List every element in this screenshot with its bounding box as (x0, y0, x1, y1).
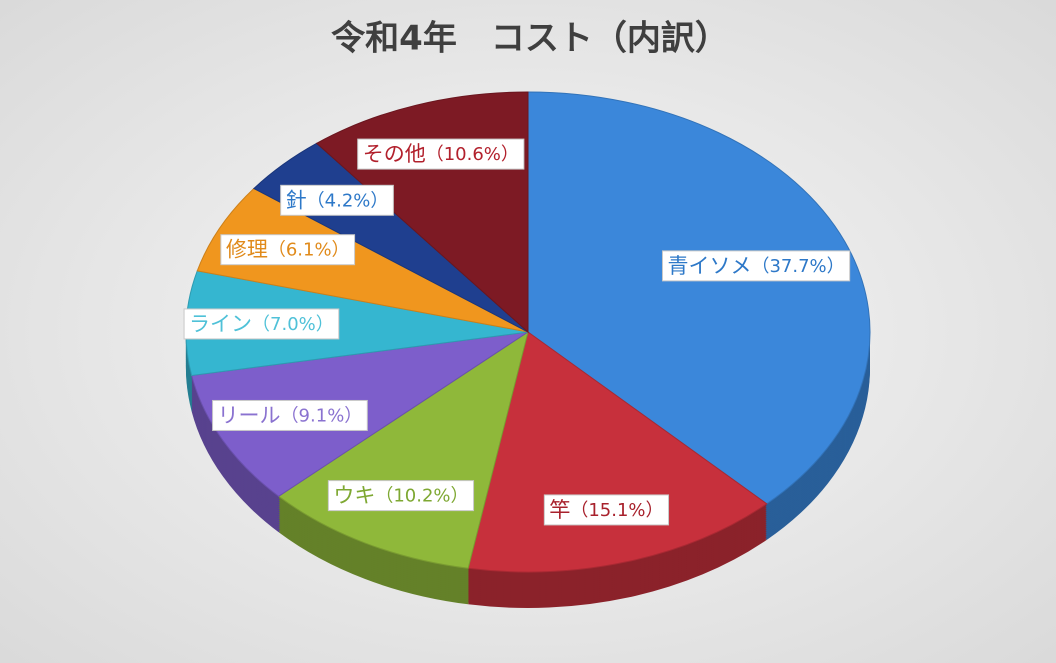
value-label: （7.0%） (252, 314, 334, 335)
data-label: 竿（15.1%） (543, 494, 670, 526)
label-box (280, 184, 394, 216)
data-label: 青イソメ（37.7%） (661, 250, 851, 282)
data-label: ライン（7.0%） (183, 308, 340, 340)
data-label: 修理（6.1%） (220, 234, 356, 266)
label-text: 青イソメ（37.7%） (667, 254, 844, 278)
label-text: リール（9.1%） (218, 403, 363, 427)
label-text: 修理（6.1%） (226, 238, 350, 262)
slice (196, 187, 529, 333)
category-name: ウキ (333, 484, 375, 508)
value-label: （15.1%） (570, 500, 663, 521)
data-label: その他（10.6%） (357, 138, 525, 170)
label-box (212, 399, 368, 431)
data-label: リール（9.1%） (212, 399, 368, 431)
label-box (543, 494, 670, 526)
label-box (327, 480, 475, 512)
value-label: （6.1%） (268, 240, 350, 261)
label-box (357, 138, 525, 170)
category-name: 竿 (549, 498, 570, 522)
label-box (183, 308, 340, 340)
data-label: 針（4.2%） (280, 184, 394, 216)
data-label: ウキ（10.2%） (327, 480, 475, 512)
category-name: 青イソメ (667, 254, 751, 278)
label-text: その他（10.6%） (363, 142, 519, 166)
labels: 青イソメ（37.7%） 竿（15.1%） ウキ（10.2%） リール（9.1%） ライン… (183, 138, 851, 526)
value-label: （10.2%） (375, 486, 468, 507)
category-name: ライン (189, 312, 252, 336)
label-text: ウキ（10.2%） (333, 484, 468, 508)
pie (185, 91, 871, 608)
label-text: 針（4.2%） (286, 188, 389, 212)
label-text: 竿（15.1%） (549, 498, 663, 522)
value-label: （9.1%） (281, 405, 363, 426)
chart-title: 令和4年 コスト（内訳） (331, 19, 729, 59)
value-label: （10.6%） (426, 144, 519, 165)
value-label: （4.2%） (307, 190, 389, 211)
category-name: その他 (363, 142, 426, 166)
category-name: 修理 (226, 238, 268, 262)
label-text: ライン（7.0%） (189, 312, 334, 336)
slice (467, 331, 768, 573)
slice (527, 91, 871, 505)
category-name: リール (218, 403, 281, 427)
category-name: 針 (286, 188, 307, 212)
label-box (220, 234, 356, 266)
label-box (661, 250, 851, 282)
value-label: （37.7%） (751, 256, 844, 277)
